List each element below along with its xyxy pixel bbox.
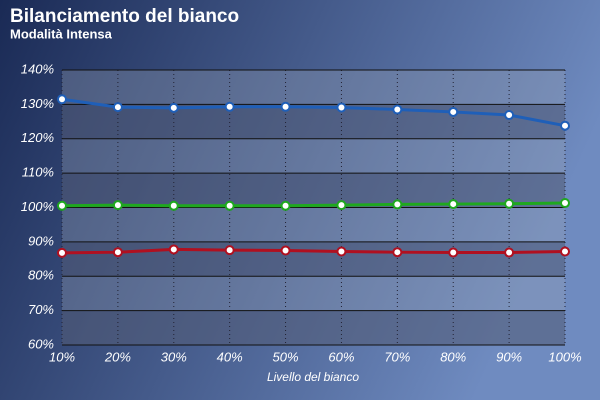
- y-tick-label: 100%: [21, 199, 54, 214]
- y-tick-label: 70%: [28, 302, 54, 317]
- series-line: [61, 247, 566, 255]
- data-point: [280, 200, 291, 211]
- y-tick-label: 140%: [21, 61, 54, 76]
- series-line: [61, 97, 566, 128]
- data-point: [57, 247, 67, 258]
- grid-band: [62, 104, 565, 139]
- data-point: [112, 200, 123, 211]
- x-axis-label: Livello del bianco: [267, 370, 359, 384]
- data-point: [448, 247, 459, 258]
- data-point: [168, 200, 179, 211]
- x-tick-label: 100%: [548, 349, 581, 364]
- x-tick-label: 80%: [440, 349, 466, 364]
- x-tick-label: 90%: [496, 349, 522, 364]
- data-point: [560, 120, 570, 131]
- data-point: [392, 104, 403, 115]
- data-point: [504, 110, 515, 121]
- data-point: [392, 199, 403, 210]
- data-point: [504, 198, 515, 209]
- data-point: [224, 101, 235, 112]
- data-point: [280, 245, 291, 256]
- y-tick-label: 130%: [21, 96, 54, 111]
- y-tick-label: 110%: [22, 165, 54, 180]
- data-point: [168, 244, 179, 255]
- data-point: [336, 246, 347, 257]
- grid-band: [62, 310, 565, 345]
- data-point: [57, 94, 67, 105]
- y-tick-label: 90%: [28, 233, 54, 248]
- x-tick-label: 30%: [161, 349, 187, 364]
- data-point: [392, 247, 403, 258]
- data-point: [224, 245, 235, 256]
- x-tick-label: 10%: [49, 349, 75, 364]
- data-point: [336, 200, 347, 211]
- chart-title: Bilanciamento del bianco: [10, 6, 239, 27]
- data-point: [224, 200, 235, 211]
- y-tick-label: 60%: [28, 336, 54, 351]
- x-tick-label: 70%: [384, 349, 410, 364]
- series-line: [61, 201, 566, 208]
- data-point: [57, 200, 67, 211]
- data-point: [112, 102, 123, 113]
- data-point: [504, 247, 515, 258]
- data-point: [560, 246, 570, 257]
- data-point: [448, 106, 459, 117]
- x-tick-label: 20%: [104, 349, 131, 364]
- x-tick-label: 60%: [328, 349, 354, 364]
- grid-band: [62, 241, 565, 277]
- x-tick-label: 50%: [273, 349, 299, 364]
- data-point: [112, 247, 123, 258]
- data-point: [336, 102, 347, 113]
- y-tick-label: 80%: [28, 268, 54, 283]
- x-tick-label: 40%: [217, 349, 243, 364]
- y-tick-label: 120%: [21, 130, 54, 145]
- chart-subtitle: Modalità Intensa: [10, 26, 113, 41]
- grid-band: [62, 173, 565, 208]
- data-point: [280, 101, 291, 112]
- data-point: [168, 102, 179, 113]
- data-point: [560, 198, 570, 209]
- data-point: [448, 199, 459, 210]
